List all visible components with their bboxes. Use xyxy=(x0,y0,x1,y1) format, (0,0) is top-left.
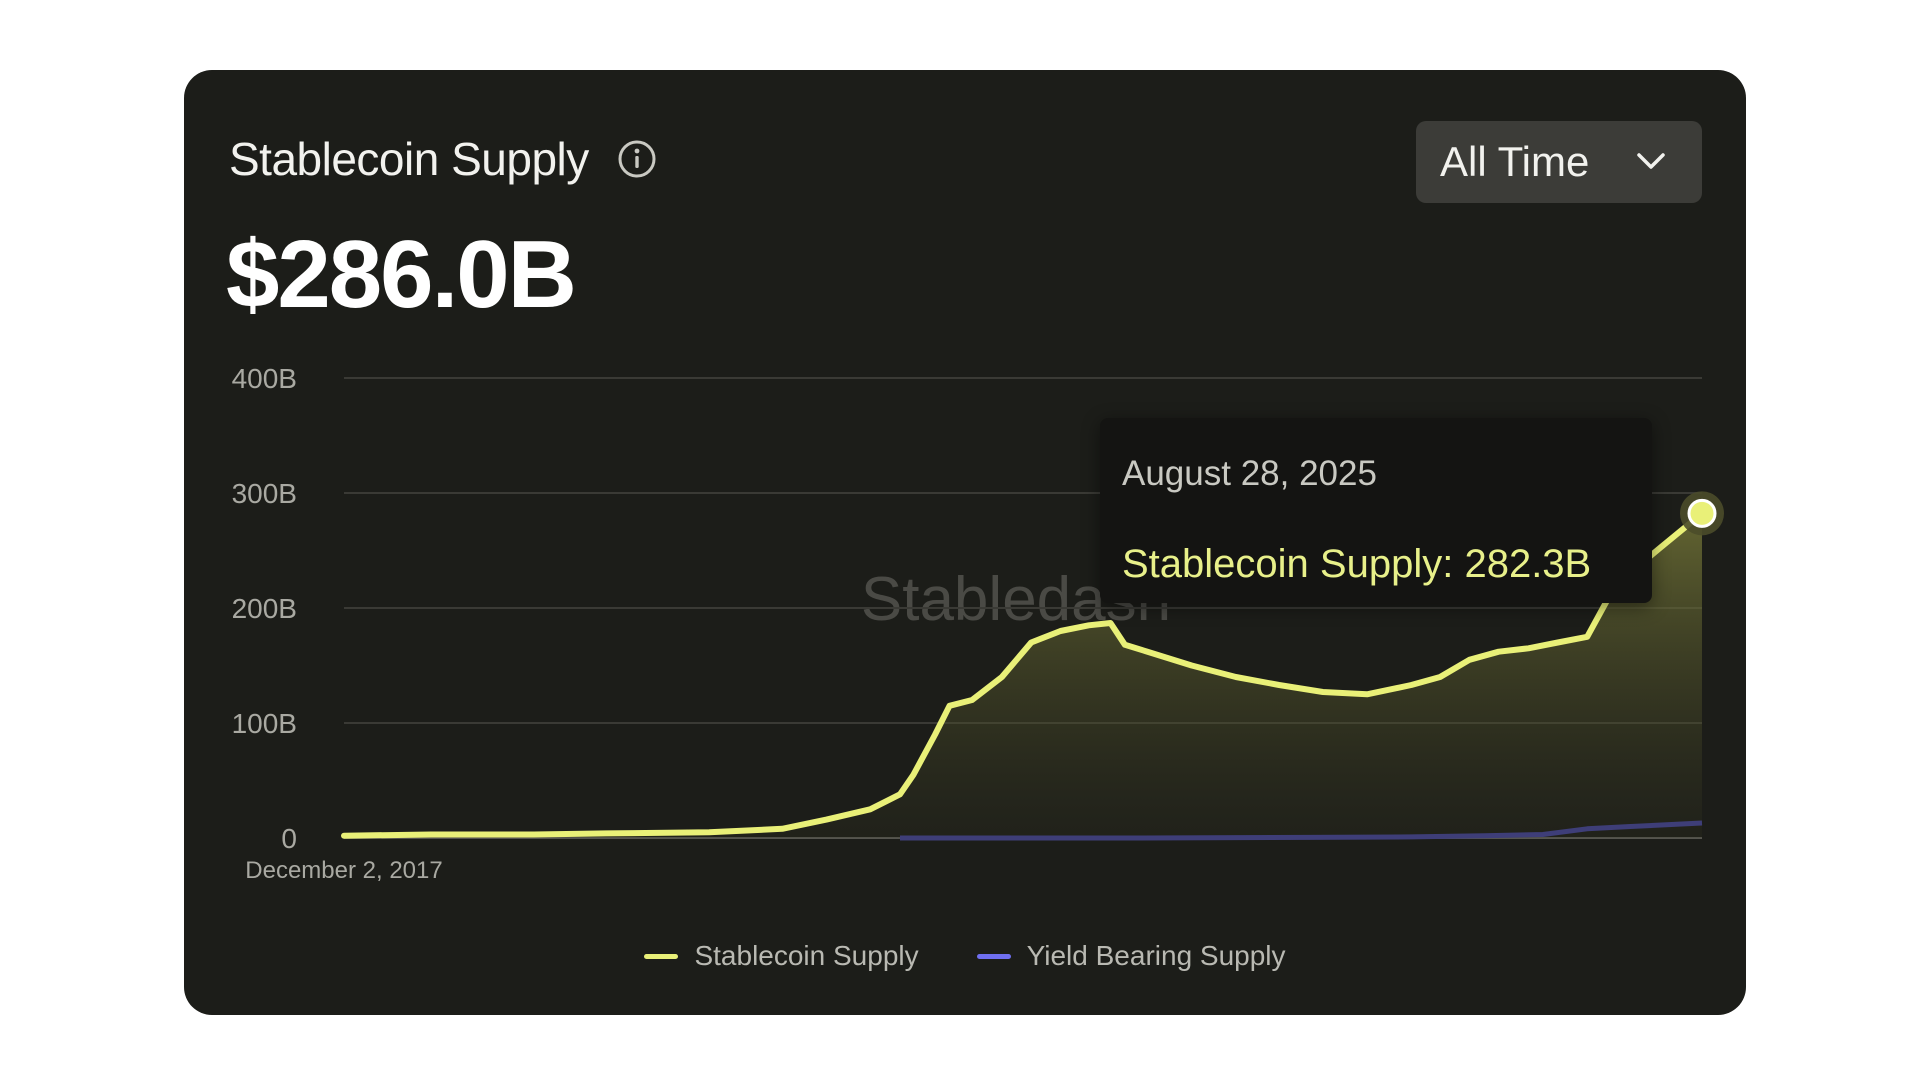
y-tick-label: 300B xyxy=(232,478,297,509)
y-tick-label: 200B xyxy=(232,593,297,624)
stablecoin-supply-line xyxy=(341,510,1705,839)
legend-item-yield-bearing-supply[interactable]: Yield Bearing Supply xyxy=(976,940,1286,972)
tooltip-date: August 28, 2025 xyxy=(1122,454,1377,493)
tooltip-value: 282.3B xyxy=(1464,542,1592,586)
legend-swatch xyxy=(644,953,679,959)
tooltip-value-row: Stablecoin Supply: 282.3B xyxy=(1122,542,1592,586)
stablecoin-supply-area xyxy=(344,513,1702,838)
legend-label: Stablecoin Supply xyxy=(694,940,919,971)
y-tick-label: 0 xyxy=(281,823,297,854)
hover-point[interactable] xyxy=(1687,498,1717,528)
chevron-down-icon xyxy=(1636,150,1666,172)
y-tick-label: 400B xyxy=(232,363,297,394)
stablecoin-supply-card: Stablecoin Supply $286.0B All Time Stabl… xyxy=(184,70,1746,1015)
time-range-value: All Time xyxy=(1440,138,1590,185)
y-tick-label: 100B xyxy=(232,708,297,739)
info-icon[interactable] xyxy=(617,139,657,179)
tooltip-series-label: Stablecoin Supply xyxy=(1122,542,1443,586)
legend-item-stablecoin-supply[interactable]: Stablecoin Supply xyxy=(644,940,919,972)
chart-legend: Stablecoin Supply Yield Bearing Supply xyxy=(184,940,1746,972)
headline-value: $286.0B xyxy=(226,221,577,328)
card-header: Stablecoin Supply xyxy=(229,132,657,186)
x-tick-label: December 2, 2017 xyxy=(245,857,442,884)
time-range-dropdown[interactable]: All Time xyxy=(1416,121,1702,203)
yield-bearing-supply-line xyxy=(900,820,1703,841)
legend-label: Yield Bearing Supply xyxy=(1026,940,1286,971)
legend-swatch xyxy=(976,953,1011,959)
card-title: Stablecoin Supply xyxy=(229,133,589,185)
chart-tooltip: August 28, 2025 Stablecoin Supply: 282.3… xyxy=(1100,418,1652,603)
